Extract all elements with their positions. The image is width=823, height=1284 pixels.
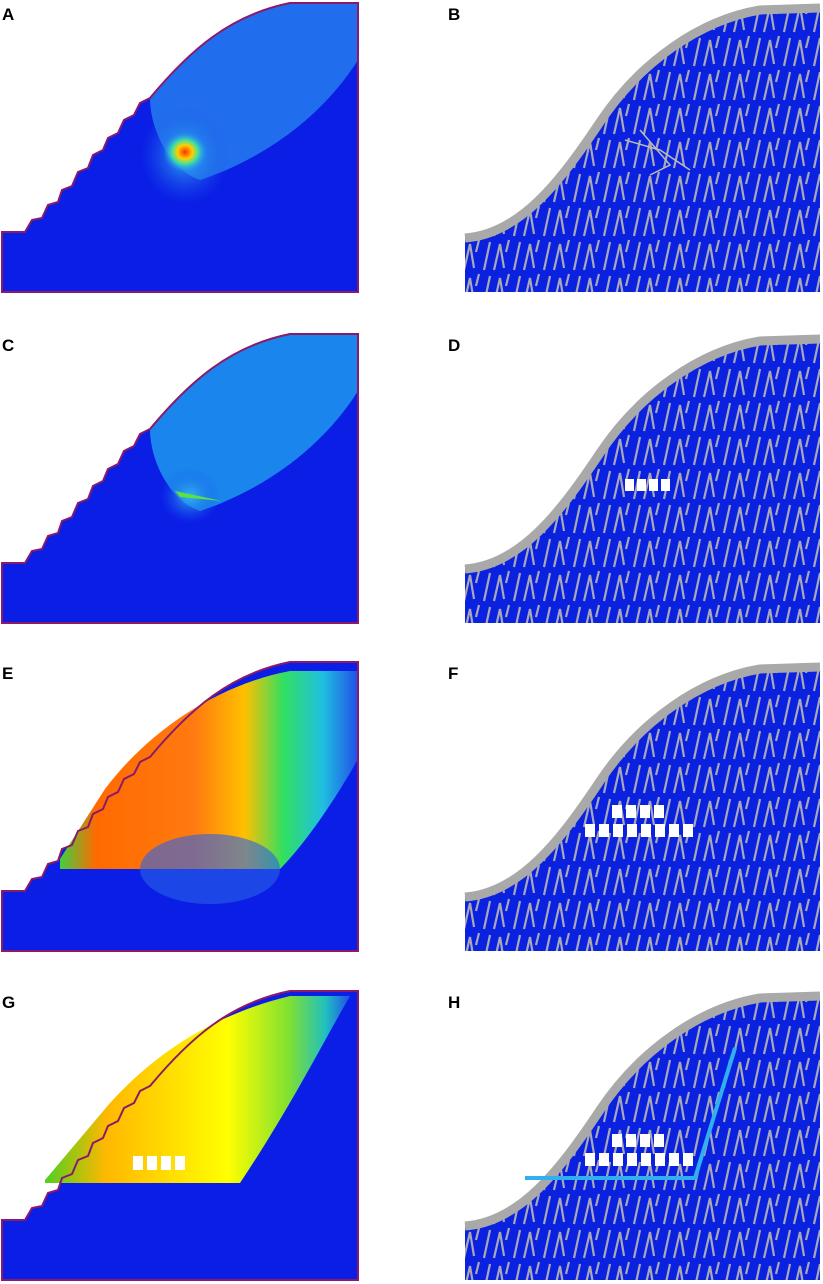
block (654, 805, 664, 818)
block (612, 805, 622, 818)
block (640, 805, 650, 818)
block (661, 479, 670, 491)
block (612, 1134, 622, 1147)
block (626, 805, 636, 818)
block (669, 824, 679, 837)
field (150, 334, 358, 511)
block (599, 824, 609, 837)
panel: F (448, 664, 820, 951)
joints (465, 6, 820, 292)
block (683, 1153, 693, 1166)
field (60, 671, 358, 869)
block (147, 1156, 157, 1170)
block (683, 824, 693, 837)
block (669, 1153, 679, 1166)
fracture (624, 129, 691, 176)
field (140, 834, 280, 904)
block (585, 824, 595, 837)
panel: H (448, 993, 820, 1280)
block (599, 1153, 609, 1166)
hot-spot (163, 132, 207, 172)
block (655, 1153, 665, 1166)
field (45, 996, 350, 1183)
block (641, 824, 651, 837)
block (627, 1153, 637, 1166)
panel-label: D (448, 336, 460, 355)
block (626, 1134, 636, 1147)
panel-label: G (2, 993, 15, 1012)
shear-band (525, 1047, 737, 1180)
block (649, 479, 658, 491)
panel-label: A (2, 5, 14, 24)
block (625, 479, 634, 491)
block (585, 1153, 595, 1166)
block (175, 1156, 185, 1170)
block (161, 1156, 171, 1170)
block (637, 479, 646, 491)
panel: E (1, 661, 359, 952)
block (627, 824, 637, 837)
block (133, 1156, 143, 1170)
panel-label: B (448, 5, 460, 24)
panel: A (1, 2, 359, 293)
block (654, 1134, 664, 1147)
block (613, 1153, 623, 1166)
block (641, 1153, 651, 1166)
panel: B (448, 5, 820, 292)
block (613, 824, 623, 837)
panel-label: E (2, 664, 13, 683)
panel-label: F (448, 664, 458, 683)
block (640, 1134, 650, 1147)
panel: G (1, 990, 359, 1281)
panel-label: C (2, 336, 14, 355)
hot-spot (175, 491, 222, 501)
panel: C (1, 333, 359, 624)
panel: D (448, 336, 820, 623)
block (655, 824, 665, 837)
panel-label: H (448, 993, 460, 1012)
